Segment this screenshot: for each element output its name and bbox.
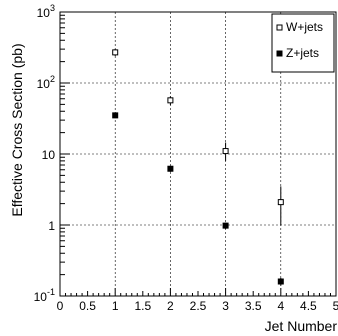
y-tick-label: 10 <box>42 148 56 162</box>
legend-label: W+jets <box>286 20 323 34</box>
z-jets-point <box>167 165 174 172</box>
legend-label: Z+jets <box>286 46 319 60</box>
x-tick-label: 2.5 <box>190 299 207 313</box>
y-tick-label: 102 <box>37 74 55 91</box>
x-axis: 0 0.5 1 1.5 2 2.5 3 3.5 4 4.5 5 <box>57 288 338 313</box>
y-tick-base: 10 <box>34 290 48 304</box>
y-tick-base: 10 <box>37 77 51 91</box>
x-tick-label: 0 <box>57 299 64 313</box>
x-tick-label: 5 <box>333 299 338 313</box>
x-tick-label: 1 <box>112 299 119 313</box>
y-tick-label: 10-1 <box>34 287 55 304</box>
x-tick-label: 4.5 <box>300 299 317 313</box>
x-axis-label: Jet Number <box>265 318 338 334</box>
y-tick-label: 1 <box>48 219 55 233</box>
y-tick-base: 1 <box>48 219 55 233</box>
y-tick-label: 103 <box>37 3 55 20</box>
w-jets-point <box>167 97 174 104</box>
grid-lines <box>60 12 336 296</box>
w-jets-point <box>277 199 284 206</box>
legend-marker-filled <box>276 50 283 57</box>
legend-marker-open <box>276 24 283 31</box>
y-tick-exponent: 2 <box>50 74 55 84</box>
z-jets-point <box>222 222 229 229</box>
x-tick-label: 3.5 <box>245 299 262 313</box>
y-tick-base: 10 <box>42 148 56 162</box>
y-axis-label: Effective Cross Section (pb) <box>9 43 25 216</box>
x-tick-label: 3 <box>222 299 229 313</box>
x-tick-label: 2 <box>167 299 174 313</box>
data-points <box>112 49 284 286</box>
legend: W+jets Z+jets <box>271 13 335 73</box>
x-tick-label: 4 <box>277 299 284 313</box>
y-tick-exponent: -1 <box>47 287 55 297</box>
x-tick-label: 0.5 <box>79 299 96 313</box>
x-tick-label: 1.5 <box>134 299 151 313</box>
y-tick-base: 10 <box>37 6 51 20</box>
w-jets-point <box>112 49 119 56</box>
legend-box <box>271 13 335 73</box>
w-jets-point <box>222 148 229 155</box>
z-jets-point <box>277 278 284 285</box>
z-jets-point <box>112 112 119 119</box>
y-tick-exponent: 3 <box>50 3 55 13</box>
